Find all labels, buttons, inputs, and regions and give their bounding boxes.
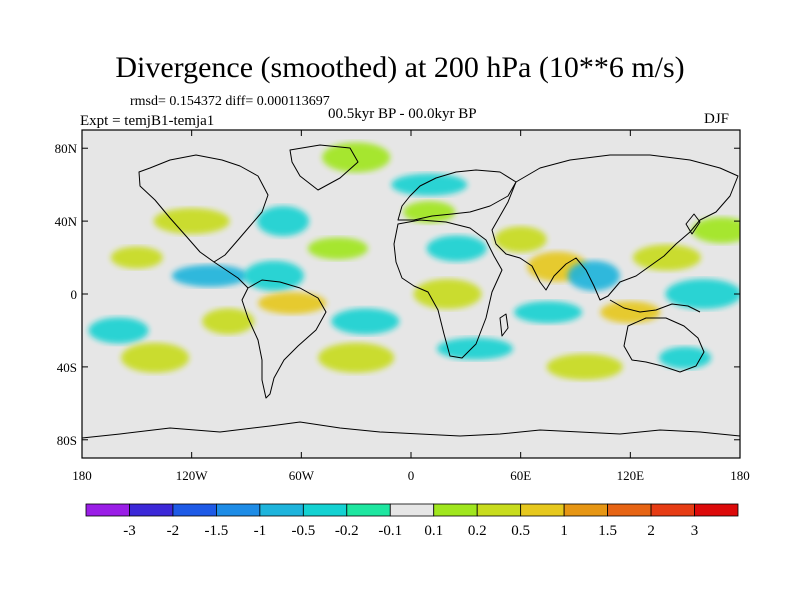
colorbar-swatch — [85, 503, 130, 517]
field-cell — [403, 201, 456, 223]
colorbar-swatch — [129, 503, 174, 517]
y-tick-label: 40N — [55, 214, 78, 229]
colorbar-label: -0.1 — [378, 523, 402, 539]
colorbar-swatch — [563, 503, 609, 517]
field-cell — [121, 342, 190, 373]
colorbar-swatch — [346, 503, 391, 517]
colorbar: -3 -2 -1.5 -1 -0.5 -0.2 -0.1 0.1 0.2 0.5 1 1.5 2 3 — [85, 503, 739, 539]
field-cell — [258, 292, 327, 315]
coast-south-america — [241, 279, 327, 399]
colorbar-swatch — [433, 503, 478, 517]
colorbar-swatch — [302, 503, 348, 517]
x-tick-label: 180 — [730, 468, 750, 483]
colorbar-label: -0.2 — [335, 523, 359, 539]
coast-africa — [393, 219, 503, 359]
season-label: DJF — [704, 111, 730, 127]
y-tick-label: 80N — [55, 141, 78, 156]
colorbar-swatch — [215, 503, 261, 517]
coast-antarctica — [82, 421, 740, 439]
field-cell — [202, 308, 255, 335]
field-cell — [110, 246, 163, 269]
period-label: 00.5kyr BP - 00.0kyr BP — [328, 106, 477, 122]
colorbar-swatch — [389, 503, 435, 517]
colorbar-label: 0.2 — [468, 523, 487, 539]
coastlines — [82, 144, 740, 439]
field-cell — [257, 206, 310, 237]
x-tick-label: 120W — [176, 468, 209, 483]
field-cell — [514, 301, 583, 324]
coast-madagascar — [499, 313, 509, 337]
colorbar-swatch — [259, 503, 304, 517]
colorbar-swatch — [607, 503, 652, 517]
coast-japan — [685, 213, 701, 235]
colorbar-swatch — [694, 503, 739, 517]
field-cell — [307, 237, 368, 260]
x-tick-label: 0 — [408, 468, 415, 483]
field-cell — [600, 301, 661, 324]
colorbar-label: -1.5 — [205, 523, 229, 539]
coast-europe — [397, 169, 517, 221]
field-cell — [413, 279, 482, 309]
colorbar-swatch — [476, 503, 522, 517]
coast-central-america — [213, 261, 249, 289]
colorbar-swatch — [520, 503, 565, 517]
colorbar-label: 0.5 — [511, 523, 530, 539]
field-cell — [494, 226, 547, 253]
field-cell — [88, 317, 149, 344]
coast-indonesia — [609, 299, 701, 313]
coast-north-america — [138, 154, 269, 263]
y-tick-label: 80S — [57, 433, 77, 448]
chart-title: Divergence (smoothed) at 200 hPa (10**6 … — [115, 51, 685, 84]
colorbar-swatch — [172, 503, 217, 517]
field-cell — [632, 244, 701, 271]
field-cell — [659, 346, 712, 369]
x-tick-label: 120E — [617, 468, 645, 483]
field-cell — [436, 337, 513, 360]
colorbar-swatch — [650, 503, 695, 517]
experiment-label: Expt = temjB1-temja1 — [80, 113, 215, 129]
field-cell — [665, 279, 740, 309]
colorbar-label: 2 — [647, 523, 655, 539]
field-cell — [691, 217, 740, 244]
x-tick-label: 60W — [289, 468, 315, 483]
field-cell — [153, 208, 230, 235]
colorbar-label: 0.1 — [424, 523, 443, 539]
field-cell — [567, 260, 620, 291]
x-tick-label: 60E — [510, 468, 531, 483]
colorbar-label: -1 — [254, 523, 267, 539]
coast-asia — [491, 154, 739, 301]
stats-label: rmsd= 0.154372 diff= 0.000113697 — [130, 94, 330, 109]
x-tick-label: 180 — [72, 468, 92, 483]
divergence-field — [88, 142, 740, 380]
field-cell — [318, 342, 395, 373]
colorbar-label: 3 — [691, 523, 699, 539]
coast-australia — [623, 317, 705, 373]
colorbar-label: -3 — [123, 523, 136, 539]
colorbar-label: 1 — [560, 523, 568, 539]
field-cell — [331, 308, 400, 335]
field-cell — [322, 142, 391, 173]
colorbar-label: -2 — [167, 523, 180, 539]
field-cell — [243, 260, 304, 291]
colorbar-label: 1.5 — [598, 523, 617, 539]
field-cell — [546, 353, 623, 380]
colorbar-label: -0.5 — [291, 523, 315, 539]
y-tick-label: 0 — [71, 287, 78, 302]
coast-greenland — [289, 144, 359, 191]
field-cell — [171, 264, 248, 287]
y-tick-label: 40S — [57, 360, 77, 375]
field-cell — [426, 235, 487, 262]
field-cell — [391, 173, 468, 196]
axes: 180 120W 60W 0 60E 120E 180 80N 40N 0 40S 80S — [55, 130, 750, 483]
